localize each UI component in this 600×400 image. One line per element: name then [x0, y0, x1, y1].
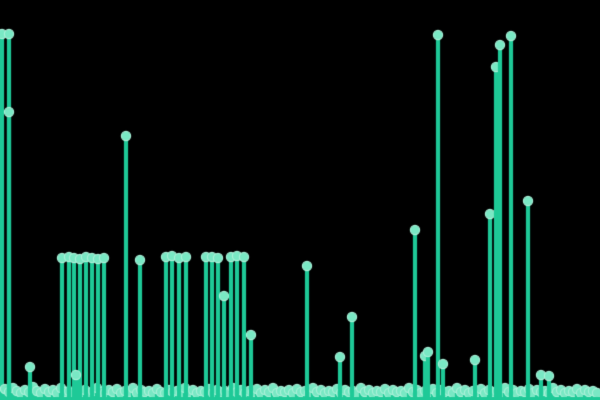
stem-plot-canvas	[0, 0, 600, 400]
stem-plot-figure	[0, 0, 600, 400]
